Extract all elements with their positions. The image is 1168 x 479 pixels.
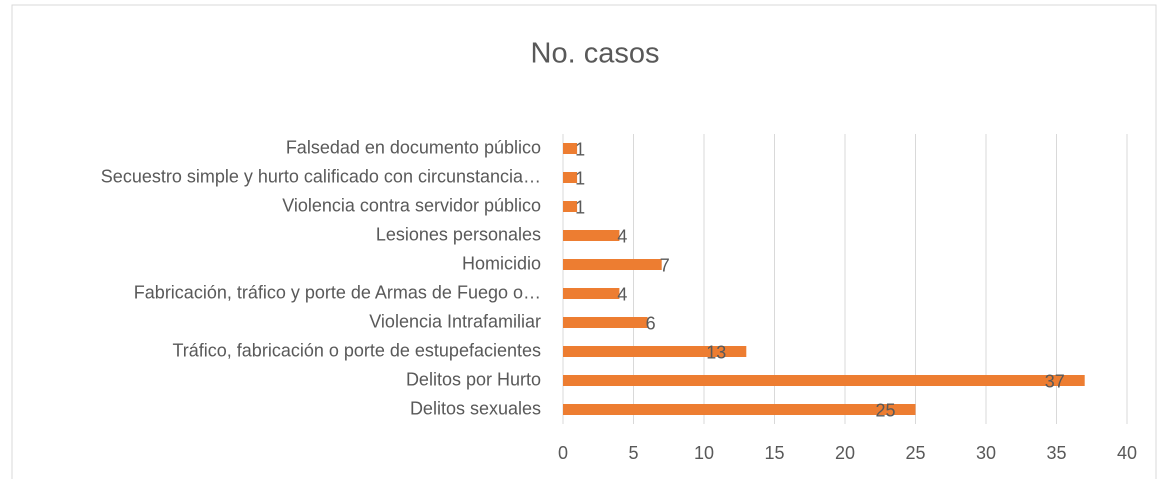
data-label: 4 (617, 284, 627, 304)
data-label: 1 (575, 197, 585, 217)
bar (563, 230, 620, 241)
y-tick-label: Homicidio (462, 253, 541, 273)
bar (563, 404, 916, 415)
y-tick-label: Lesiones personales (376, 224, 541, 244)
x-tick-label: 30 (976, 443, 996, 463)
y-tick-label: Secuestro simple y hurto calificado con … (101, 166, 541, 186)
x-tick-label: 25 (905, 443, 925, 463)
bar (563, 143, 578, 154)
x-tick-label: 5 (628, 443, 638, 463)
data-label: 7 (660, 255, 670, 275)
chart-border (11, 4, 1157, 479)
y-tick-label: Delitos sexuales (410, 398, 541, 418)
y-tick-label: Tráfico, fabricación o porte de estupefa… (172, 340, 541, 360)
y-tick-label: Violencia Intrafamiliar (369, 311, 541, 331)
x-tick-label: 40 (1117, 443, 1137, 463)
x-tick-label: 10 (694, 443, 714, 463)
bar (563, 317, 648, 328)
bar (563, 375, 1085, 386)
data-label: 25 (876, 400, 896, 420)
bar (563, 259, 662, 270)
x-tick-label: 0 (558, 443, 568, 463)
bar (563, 172, 578, 183)
x-tick-label: 15 (764, 443, 784, 463)
y-tick-label: Fabricación, tráfico y porte de Armas de… (134, 282, 541, 302)
bar (563, 201, 578, 212)
data-label: 1 (575, 168, 585, 188)
chart-title: No. casos (531, 38, 660, 70)
y-tick-label: Falsedad en documento público (286, 137, 541, 157)
y-tick-label: Delitos por Hurto (406, 369, 541, 389)
x-tick-label: 20 (835, 443, 855, 463)
data-label: 13 (706, 342, 726, 362)
data-label: 37 (1045, 371, 1065, 391)
bar (563, 346, 747, 357)
y-tick-label: Violencia contra servidor público (282, 195, 541, 215)
bar (563, 288, 620, 299)
x-tick-label: 35 (1046, 443, 1066, 463)
data-label: 6 (646, 313, 656, 333)
data-label: 4 (617, 226, 627, 246)
data-label: 1 (575, 139, 585, 159)
